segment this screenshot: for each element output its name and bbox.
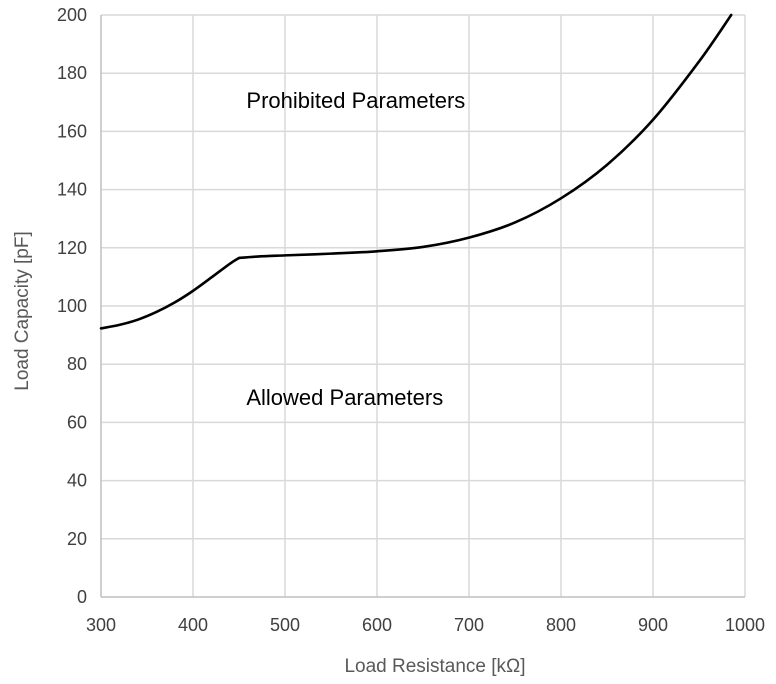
x-tick-label-400: 400 <box>178 615 208 635</box>
axes <box>100 15 745 598</box>
tick-labels: 0 20 40 60 80 100 120 140 160 180 200 300 400 500 600 7… <box>57 5 765 635</box>
y-tick-label-20: 20 <box>67 529 87 549</box>
series-line-0 <box>99 256 241 330</box>
x-tick-label-300: 300 <box>86 615 116 635</box>
y-axis-title: Load Capacity [pF] <box>12 231 33 390</box>
y-tick-label-120: 120 <box>57 238 87 258</box>
x-tick-label-900: 900 <box>638 615 668 635</box>
y-tick-label-100: 100 <box>57 296 87 316</box>
y-tick-label-60: 60 <box>67 412 87 432</box>
y-tick-label-0: 0 <box>77 587 87 607</box>
curves <box>99 13 733 330</box>
y-tick-label-200: 200 <box>57 5 87 25</box>
x-tick-label-500: 500 <box>270 615 300 635</box>
series-line-1 <box>237 13 733 260</box>
x-axis-title: Load Resistance [kΩ] <box>344 656 525 677</box>
y-tick-label-40: 40 <box>67 471 87 491</box>
y-tick-label-160: 160 <box>57 121 87 141</box>
x-tick-label-1000: 1000 <box>725 615 765 635</box>
annotation-prohibited: Prohibited Parameters <box>246 88 465 113</box>
x-tick-label-600: 600 <box>362 615 392 635</box>
x-tick-label-800: 800 <box>546 615 576 635</box>
y-tick-label-140: 140 <box>57 180 87 200</box>
x-tick-label-700: 700 <box>454 615 484 635</box>
y-tick-label-180: 180 <box>57 63 87 83</box>
y-tick-label-80: 80 <box>67 354 87 374</box>
annotation-allowed: Allowed Parameters <box>246 385 443 410</box>
